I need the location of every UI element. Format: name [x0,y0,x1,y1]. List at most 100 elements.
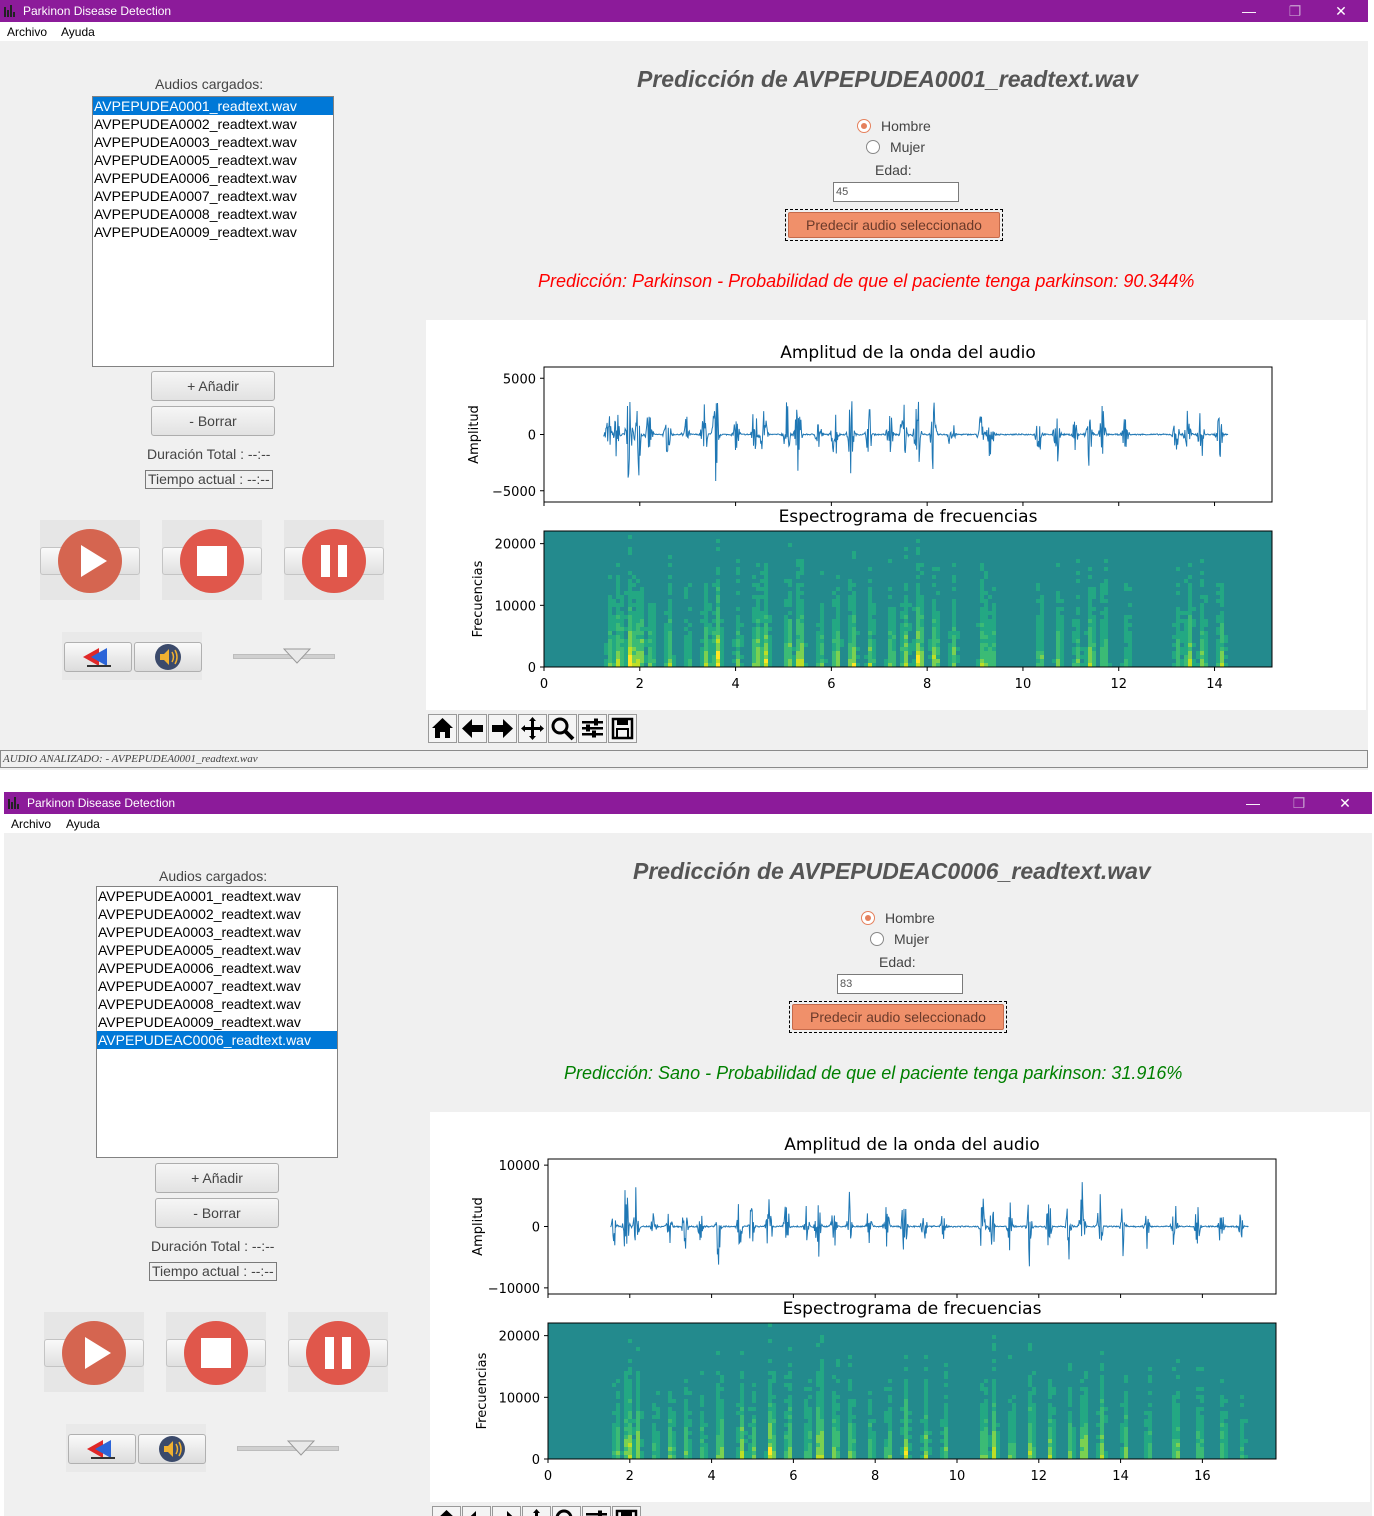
spectrogram-cell [1100,535,1104,539]
age-input[interactable]: 45 [833,182,959,202]
audio-list[interactable]: AVPEPUDEA0001_readtext.wav AVPEPUDEA0002_… [92,96,334,367]
play-button[interactable] [40,520,140,600]
spectrogram-cell [776,663,780,667]
spectrogram-cell [1028,607,1032,611]
spectrogram-cell [760,547,764,551]
spectrogram-cell [572,547,576,551]
spectrogram-cell [920,659,924,663]
spectrogram-cell [624,607,628,611]
spectrogram-cell [772,623,776,627]
volume-slider[interactable] [233,648,335,664]
spectrogram-cell [620,627,624,631]
close-button[interactable]: ✕ [1335,3,1347,19]
spectrogram-cell [1092,627,1096,631]
spectrogram-cell [860,595,864,599]
slider-thumb[interactable] [283,648,311,664]
spectrogram-cell [1060,535,1064,539]
predict-button[interactable]: Predecir audio seleccionado [788,212,1000,238]
spectrogram-cell [616,655,620,659]
spectrogram-cell [800,663,804,667]
spectrogram-cell [1016,595,1020,599]
spectrogram-cell [988,655,992,659]
spectrogram-cell [748,643,752,647]
menu-archivo[interactable]: Archivo [7,25,48,39]
spectrogram-cell [948,603,952,607]
spectrogram-cell [1044,595,1048,599]
spectrogram-cell [556,619,560,623]
spectrogram-cell [1008,563,1012,567]
spectrogram-cell [772,531,776,535]
spectrogram-cell [852,535,856,539]
spectrogram-cell [940,603,944,607]
spectrogram-cell [976,571,980,575]
spectrogram-cell [1100,583,1104,587]
spectrogram-cell [820,555,824,559]
plot-canvas: Amplitud de la onda del audio 5000 0 −5000 A… [426,320,1366,710]
spectrogram-cell [564,643,568,647]
volume-button[interactable] [134,642,202,672]
spectrogram-cell [1044,591,1048,595]
spectrogram-cell [620,559,624,563]
spectrogram-cell [824,551,828,555]
spectrogram-cell [576,579,580,583]
list-item[interactable]: AVPEPUDEA0002_readtext.wav [94,116,297,132]
list-item[interactable]: AVPEPUDEA0005_readtext.wav [94,152,297,168]
rewind-button[interactable] [64,642,132,672]
spectrogram-cell [572,535,576,539]
spectrogram-cell [592,531,596,535]
list-item[interactable]: AVPEPUDEA0001_readtext.wav [93,97,333,115]
spectrogram-cell [708,547,712,551]
spectrogram-cell [1060,611,1064,615]
spectrogram-cell [972,567,976,571]
spectrogram-cell [712,607,716,611]
spectrogram-cell [1028,547,1032,551]
list-item[interactable]: AVPEPUDEA0008_readtext.wav [94,206,297,222]
spectrogram-cell [796,651,800,655]
list-item[interactable]: AVPEPUDEA0003_readtext.wav [94,134,297,150]
spectrogram-cell [624,631,628,635]
spectrogram-cell [1088,643,1092,647]
pause-button[interactable] [284,520,384,600]
spectrogram-cell [688,563,692,567]
spectrogram-cell [832,655,836,659]
list-item[interactable]: AVPEPUDEA0009_readtext.wav [94,224,297,240]
spectrogram-cell [960,619,964,623]
minimize-button[interactable]: — [1242,3,1256,19]
spectrogram-cell [708,655,712,659]
spectrogram-cell [952,655,956,659]
spectrogram-cell [604,543,608,547]
spectrogram-cell [600,563,604,567]
spectrogram-cell [1064,635,1068,639]
spectrogram-cell [932,643,936,647]
menu-ayuda[interactable]: Ayuda [61,25,95,39]
spectrogram-cell [564,559,568,563]
list-item[interactable]: AVPEPUDEA0007_readtext.wav [94,188,297,204]
spectrogram-cell [1000,551,1004,555]
spectrogram-cell [1012,575,1016,579]
spectrogram-cell [976,615,980,619]
spectrogram-cell [1040,651,1044,655]
spectrogram-cell [976,551,980,555]
spectrogram-cell [1080,659,1084,663]
spectrogram-cell [584,611,588,615]
spectrogram-cell [840,591,844,595]
spectrogram-cell [916,587,920,591]
spectrogram-cell [676,591,680,595]
spectrogram-cell [552,643,556,647]
add-button[interactable]: + Añadir [151,371,275,401]
stop-button[interactable] [162,520,262,600]
delete-button[interactable]: - Borrar [151,406,275,436]
maximize-button[interactable]: ❐ [1288,3,1302,19]
spectrogram-cell [832,635,836,639]
spectrogram-cell [676,579,680,583]
spectrogram-cell [664,591,668,595]
spectrogram-cell [888,607,892,611]
list-item[interactable]: AVPEPUDEA0006_readtext.wav [94,170,297,186]
spectrogram-cell [632,547,636,551]
spectrogram-cell [1028,583,1032,587]
spectrogram-cell [892,559,896,563]
spectrogram-cell [712,611,716,615]
spectrogram-cell [956,611,960,615]
spectrogram-cell [928,559,932,563]
spectrogram-cell [744,591,748,595]
